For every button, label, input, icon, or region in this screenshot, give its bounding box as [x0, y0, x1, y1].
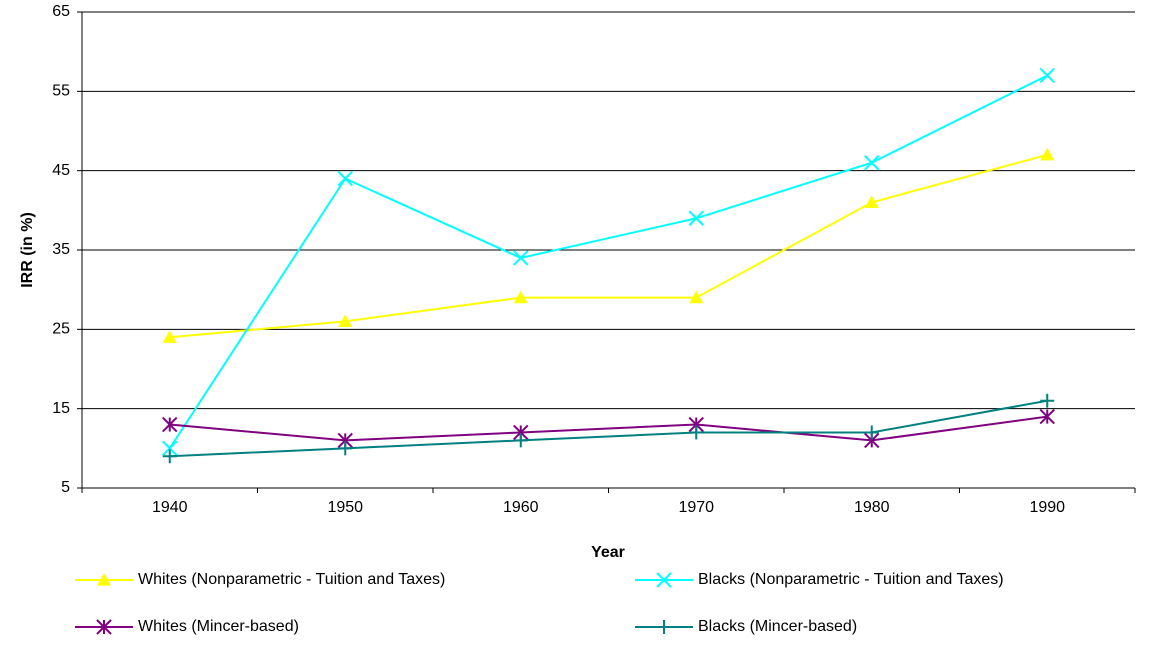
- marker-stroke: [513, 250, 529, 266]
- marker-stroke: [688, 210, 704, 226]
- legend-label: Whites (Nonparametric - Tuition and Taxe…: [138, 571, 445, 588]
- legend-label: Whites (Mincer-based): [138, 618, 299, 635]
- legend-label: Blacks (Nonparametric - Tuition and Taxe…: [698, 571, 1004, 588]
- x-tick-label: 1990: [1029, 499, 1065, 516]
- y-tick-label: 65: [52, 3, 70, 20]
- marker-stroke: [337, 170, 353, 187]
- marker: [513, 290, 528, 304]
- marker: [689, 425, 704, 440]
- y-axis-label: IRR (in %): [19, 212, 36, 288]
- marker: [657, 620, 671, 634]
- marker: [338, 441, 353, 456]
- legend-label: Blacks (Mincer-based): [698, 618, 857, 635]
- x-tick-label: 1960: [503, 499, 539, 516]
- marker-shape: [513, 290, 528, 304]
- marker-shape: [864, 195, 879, 208]
- marker: [162, 416, 178, 433]
- marker: [162, 330, 177, 343]
- marker: [864, 155, 880, 171]
- y-tick-label: 5: [61, 479, 70, 496]
- series-line: [169, 399, 1048, 458]
- marker: [1040, 147, 1055, 161]
- marker: [1040, 393, 1055, 408]
- x-tick-label: 1970: [678, 499, 714, 516]
- y-tick-label: 35: [52, 241, 70, 258]
- x-tick-label: 1980: [854, 499, 890, 516]
- marker: [338, 314, 353, 327]
- x-tick-label: 1950: [327, 499, 363, 516]
- marker: [97, 573, 111, 586]
- y-tick-label: 25: [52, 321, 70, 338]
- marker: [162, 449, 177, 464]
- marker-stroke: [1039, 67, 1055, 84]
- marker-shape: [97, 573, 111, 586]
- marker-shape: [689, 290, 704, 304]
- marker: [96, 619, 112, 635]
- series-line: [169, 415, 1048, 442]
- marker-shape: [1040, 147, 1055, 161]
- marker-shape: [162, 330, 177, 343]
- marker: [162, 440, 178, 457]
- marker-stroke: [864, 155, 880, 171]
- series-line: [168, 74, 1048, 449]
- marker: [689, 290, 704, 304]
- x-axis-label: Year: [591, 544, 625, 561]
- marker: [1039, 408, 1055, 425]
- y-tick-label: 55: [52, 83, 70, 100]
- x-tick-label: 1940: [152, 499, 188, 516]
- y-tick-label: 15: [52, 400, 70, 417]
- marker: [864, 195, 879, 208]
- y-tick-label: 45: [52, 162, 70, 179]
- marker: [688, 210, 704, 226]
- marker: [337, 170, 353, 187]
- marker-shape: [338, 314, 353, 327]
- marker: [513, 250, 529, 266]
- marker: [1039, 67, 1055, 84]
- marker: [513, 433, 528, 448]
- marker-stroke: [162, 440, 178, 457]
- marker: [656, 572, 672, 588]
- series-line: [169, 153, 1048, 339]
- marker-stroke: [656, 572, 672, 588]
- marker: [864, 425, 879, 440]
